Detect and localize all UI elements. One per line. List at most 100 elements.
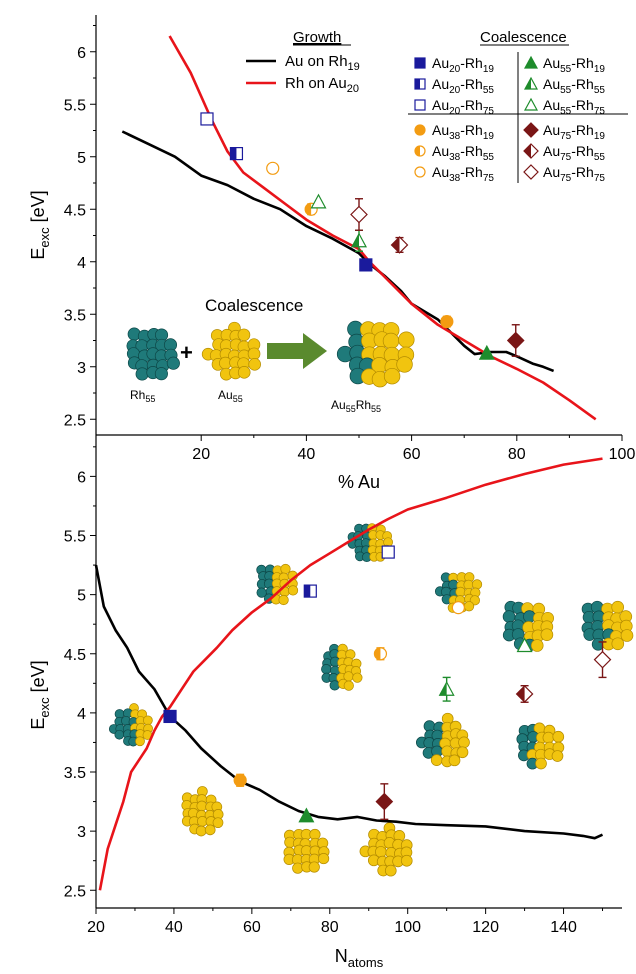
inset-au-label: Au55 (218, 388, 243, 404)
x-tick-label: 40 (165, 919, 183, 936)
inset-title: Coalescence (205, 296, 303, 315)
legend-marker-au20-rh55 (415, 79, 425, 89)
x-tick-label: 140 (550, 919, 577, 936)
bottom-x-axis-label: Natoms (335, 946, 384, 970)
legend-marker-au38-rh55 (415, 146, 425, 156)
au55-cluster-image (202, 322, 260, 380)
point-au75-rh19 (376, 794, 392, 810)
legend-coalescence-label: Au38-Rh55 (432, 143, 494, 163)
legend-coalescence-label: Au75-Rh19 (543, 122, 605, 142)
x-tick-label: 120 (472, 919, 499, 936)
y-tick-label: 3 (77, 824, 86, 841)
rh55-cluster-image (127, 328, 180, 380)
y-tick-label: 5.5 (64, 97, 86, 114)
point-au75-rh75 (351, 207, 367, 223)
legend-coalescence-label: Au20-Rh55 (432, 76, 494, 96)
inset-rh-label: Rh55 (130, 388, 155, 404)
point-au55-rh55 (352, 234, 366, 247)
point-au38-rh19 (234, 774, 246, 786)
y-tick-label: 5.5 (64, 529, 86, 546)
point-au55-rh75 (311, 195, 325, 208)
point-au75-rh55 (392, 237, 408, 253)
y-tick-label: 2.5 (64, 883, 86, 900)
legend-marker-au20-rh19 (415, 58, 425, 68)
rh55-cluster (127, 328, 180, 380)
legend-marker-au38-rh75 (415, 167, 425, 177)
legend-marker-au75-rh19 (524, 123, 538, 137)
legend-marker-au38-rh19 (415, 125, 425, 135)
point-au38-rh75 (452, 602, 464, 614)
inset-product-label: Au55Rh55 (331, 398, 381, 414)
legend-coalescence-label: Au75-Rh55 (543, 143, 605, 163)
x-tick-label: 80 (321, 919, 339, 936)
legend-coalescence-label: Au55-Rh19 (543, 55, 605, 75)
y-tick-label: 6 (77, 45, 86, 62)
cluster-image-8 (582, 601, 633, 650)
y-tick-label: 3.5 (64, 307, 86, 324)
legend-growth-label: Au on Rh19 (285, 53, 360, 73)
y-tick-label: 4.5 (64, 647, 86, 664)
cluster-image-5 (321, 644, 362, 690)
cluster-image-10 (517, 723, 564, 769)
inset-plus: + (180, 340, 193, 365)
point-au38-rh55 (374, 648, 386, 660)
coalescence-arrow-icon (267, 333, 327, 369)
point-au20-rh55 (304, 585, 316, 597)
legend-marker-au55-rh75 (525, 99, 537, 110)
legend-coalescence-label: Au55-Rh55 (543, 76, 605, 96)
cluster-image-3 (257, 564, 298, 605)
au55rh55-cluster (337, 321, 414, 387)
point-au20-rh19 (164, 710, 176, 722)
x-tick-label: 100 (609, 446, 636, 463)
point-au20-rh55 (230, 148, 242, 160)
y-tick-label: 6 (77, 469, 86, 486)
y-tick-label: 3 (77, 360, 86, 377)
point-au20-rh19 (360, 259, 372, 271)
point-au20-rh75 (382, 546, 394, 558)
legend-marker-au55-rh55 (525, 78, 537, 89)
legend-marker-au75-rh75 (524, 165, 538, 179)
x-tick-label: 60 (243, 919, 261, 936)
cluster-image-9 (416, 713, 469, 767)
cluster-image-2 (182, 786, 223, 836)
point-au38-rh75 (267, 162, 279, 174)
series-line-au-on-rh19 (122, 132, 553, 371)
y-tick-label: 3.5 (64, 765, 86, 782)
cluster-image-1 (109, 703, 152, 746)
au55-cluster (202, 322, 260, 380)
cluster-image-7 (503, 601, 554, 651)
bottom-points (164, 546, 610, 822)
top-y-axis-label: Eexc [eV] (28, 190, 52, 259)
point-au75-rh75 (595, 652, 611, 668)
legend-marker-au20-rh75 (415, 100, 425, 110)
x-tick-label: 20 (192, 446, 210, 463)
y-tick-label: 2.5 (64, 412, 86, 429)
top-panel: 2.5 3 3.5 4 4.5 5 5.5 6 20 40 60 80 100 Coalescence … (28, 15, 635, 492)
coalescence-inset: Coalescence + Rh55 Au55 Au55Rh55 (127, 296, 414, 414)
legend-growth-label: Rh on Au20 (285, 75, 359, 95)
legend-coalescence-label: Au38-Rh19 (432, 122, 494, 142)
legend-growth-title: Growth (293, 29, 341, 46)
bottom-cluster-images (109, 524, 633, 876)
x-tick-label: 60 (403, 446, 421, 463)
cluster-image-12 (360, 823, 412, 876)
point-au20-rh75 (201, 113, 213, 125)
y-tick-label: 4.5 (64, 202, 86, 219)
x-tick-label: 20 (87, 919, 105, 936)
x-tick-label: 80 (508, 446, 526, 463)
legend-coalescence-label: Au20-Rh19 (432, 55, 494, 75)
legend-coalescence-title: Coalescence (480, 29, 567, 46)
legend-coalescence-label: Au38-Rh75 (432, 164, 494, 184)
y-tick-label: 5 (77, 588, 86, 605)
point-au75-rh55 (517, 686, 533, 702)
legend-coalescence-items: Au20-Rh19Au20-Rh55Au20-Rh75Au38-Rh19Au38… (415, 55, 605, 184)
x-tick-label: 100 (394, 919, 421, 936)
point-au38-rh19 (441, 316, 453, 328)
bottom-y-axis-label: Eexc [eV] (28, 660, 52, 729)
y-tick-label: 4 (77, 706, 86, 723)
cluster-image-11 (284, 829, 329, 873)
bottom-panel: 2.5 3 3.5 4 4.5 5 5.5 6 20 40 60 80 100 120 140 Natoms… (28, 435, 633, 970)
